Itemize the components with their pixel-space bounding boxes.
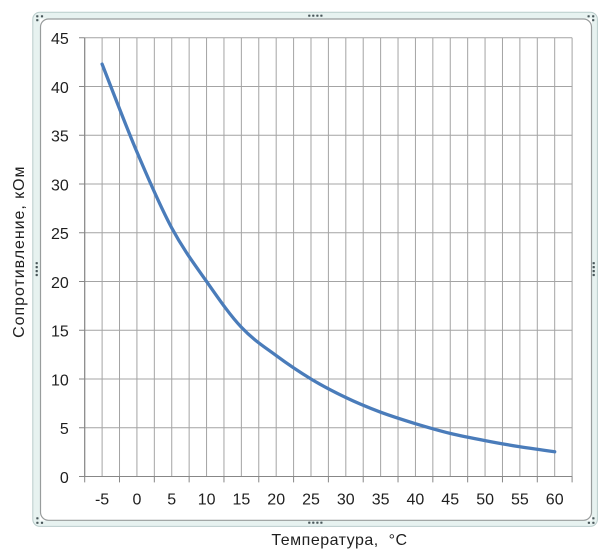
svg-text:45: 45 (441, 492, 459, 509)
svg-text:55: 55 (511, 492, 529, 509)
svg-text:Сопротивление, кОм: Сопротивление, кОм (11, 166, 28, 338)
svg-text:35: 35 (372, 492, 390, 509)
svg-text:45: 45 (51, 31, 69, 48)
svg-text:60: 60 (546, 492, 564, 509)
svg-text:40: 40 (407, 492, 425, 509)
svg-text:15: 15 (51, 324, 69, 341)
svg-text:20: 20 (51, 275, 69, 292)
svg-text:40: 40 (51, 80, 69, 97)
svg-text:-5: -5 (95, 492, 109, 509)
svg-text:30: 30 (337, 492, 355, 509)
svg-text:35: 35 (51, 129, 69, 146)
svg-text:10: 10 (51, 372, 69, 389)
svg-text:20: 20 (267, 492, 285, 509)
svg-text:5: 5 (60, 421, 69, 438)
svg-text:15: 15 (233, 492, 251, 509)
svg-text:0: 0 (60, 470, 69, 487)
svg-text:30: 30 (51, 177, 69, 194)
svg-text:0: 0 (132, 492, 141, 509)
svg-text:Температура, °C: Температура, °C (271, 532, 407, 549)
svg-text:5: 5 (167, 492, 176, 509)
svg-text:25: 25 (51, 226, 69, 243)
svg-text:25: 25 (302, 492, 320, 509)
svg-text:50: 50 (476, 492, 494, 509)
svg-text:10: 10 (198, 492, 216, 509)
